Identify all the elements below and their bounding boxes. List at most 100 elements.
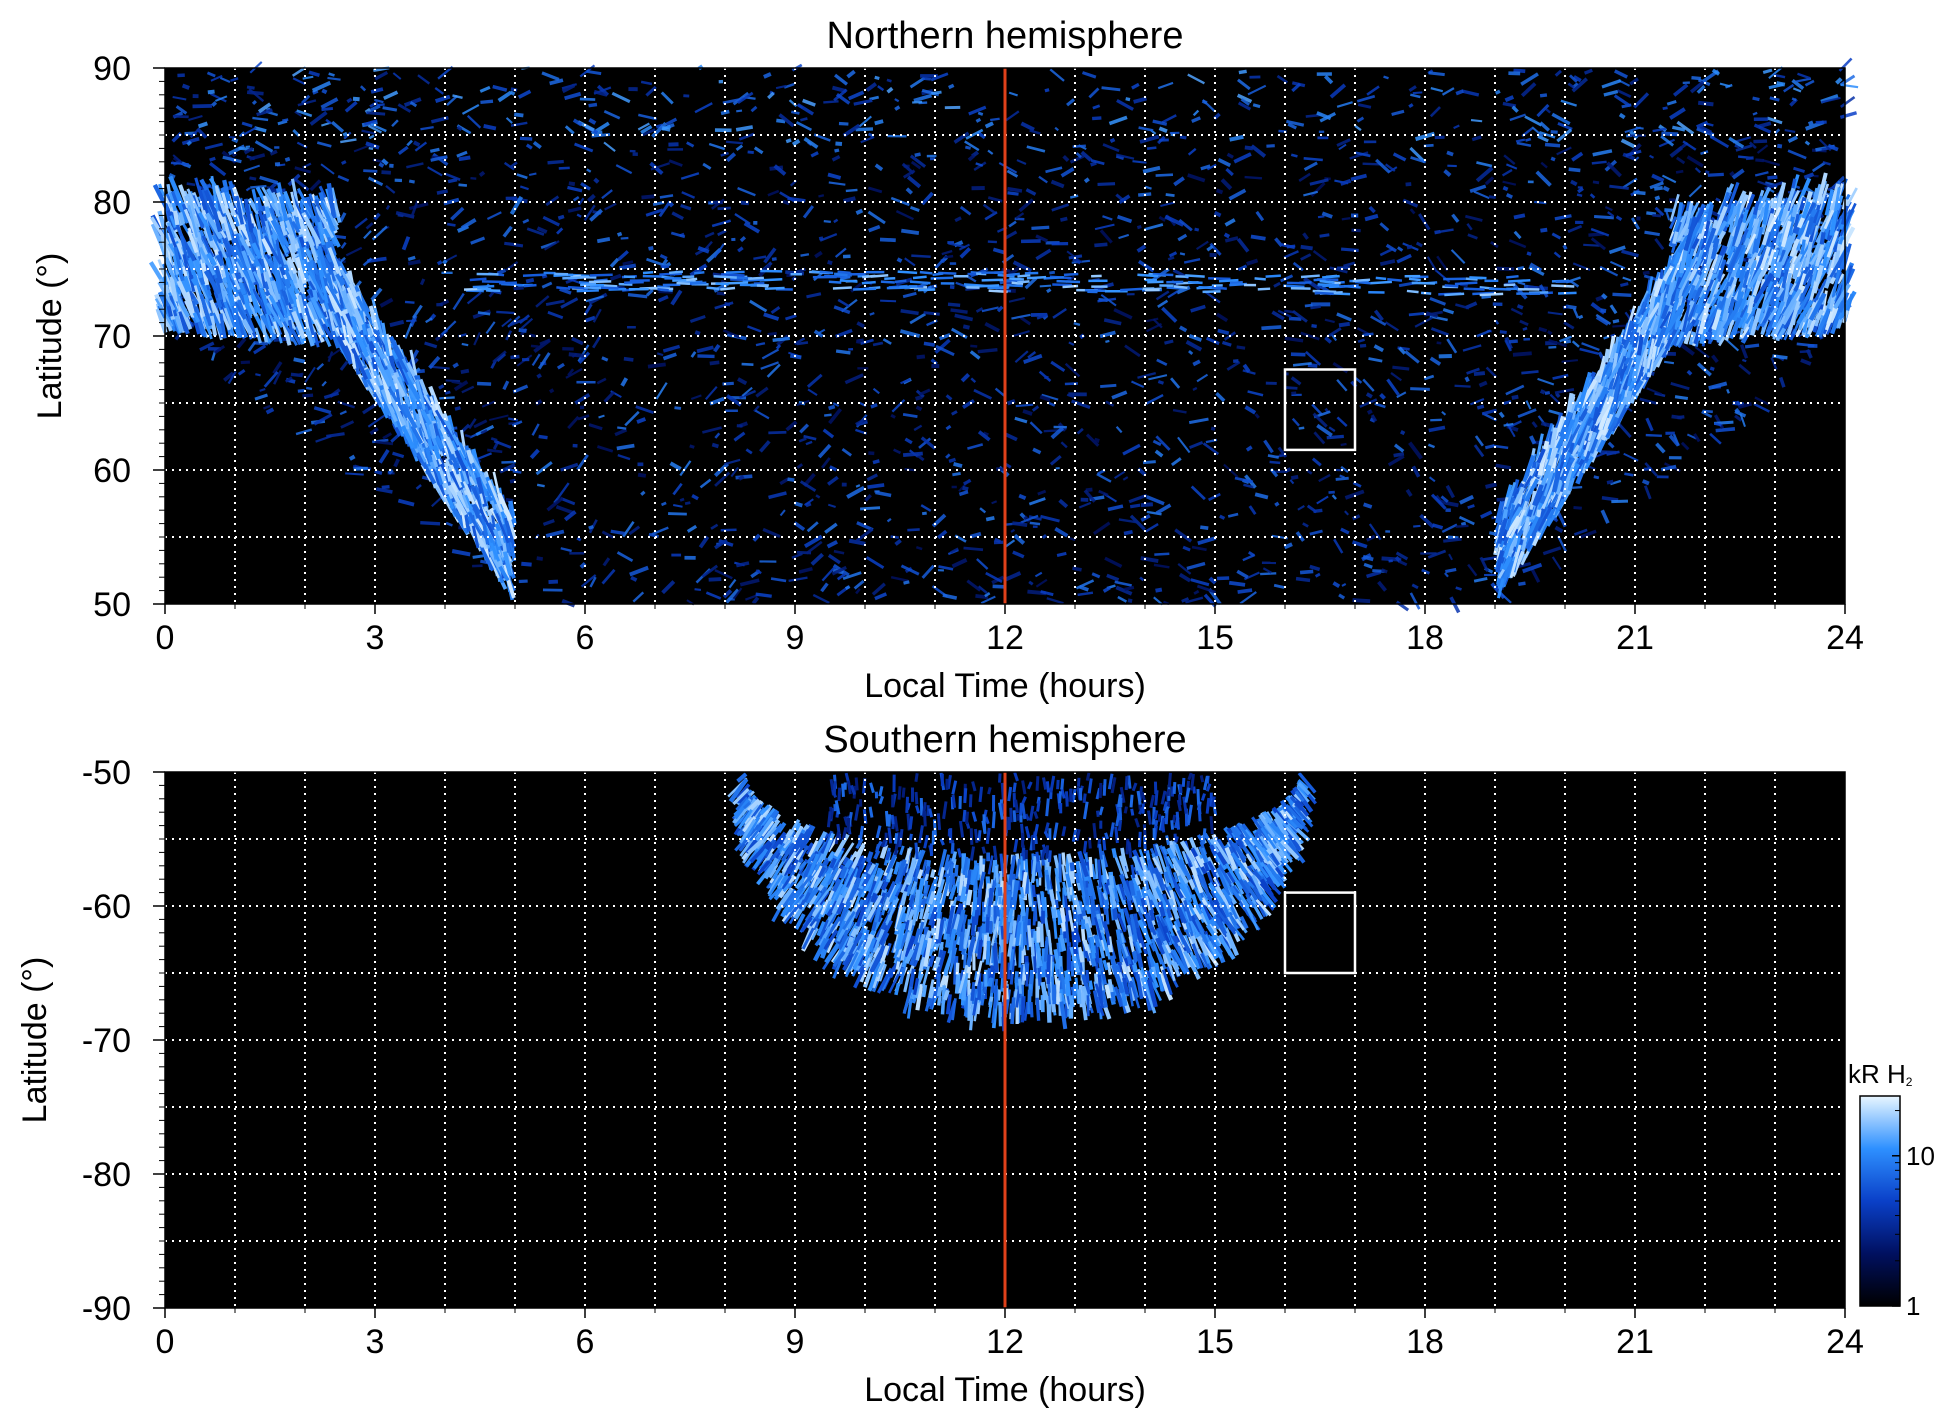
emission-streak: [305, 386, 313, 391]
emission-streak: [1379, 393, 1386, 400]
emission-streak: [529, 448, 540, 460]
emission-streak: [668, 201, 675, 208]
emission-streak: [572, 195, 580, 202]
emission-streak: [246, 85, 255, 90]
emission-streak: [962, 324, 970, 330]
emission-arc-streak: [917, 288, 936, 292]
emission-streak: [496, 353, 507, 363]
emission-streak: [243, 146, 254, 155]
emission-streak: [815, 494, 821, 499]
emission-streak: [1038, 175, 1048, 184]
emission-streak: [768, 491, 787, 500]
emission-arc-streak: [1420, 291, 1432, 295]
emission-streak: [1363, 502, 1373, 509]
emission-streak: [1155, 503, 1172, 515]
emission-arc-streak: [1352, 278, 1371, 283]
emission-streak: [556, 227, 564, 235]
emission-streak: [1012, 330, 1030, 338]
emission-streak: [1660, 135, 1675, 147]
emission-streak: [1148, 374, 1168, 381]
emission-streak: [1292, 261, 1304, 272]
emission-streak: [844, 373, 864, 385]
emission-streak: [1144, 223, 1164, 231]
emission-streak: [502, 380, 510, 391]
emission-streak: [611, 91, 631, 104]
emission-streak: [1756, 144, 1769, 154]
emission-streak: [1295, 576, 1311, 583]
emission-streak: [561, 83, 576, 94]
emission-arc-streak: [730, 278, 745, 282]
emission-streak: [1592, 180, 1600, 185]
emission-streak: [1645, 417, 1654, 432]
emission-streak: [1146, 510, 1162, 516]
emission-streak: [374, 469, 383, 475]
emission-streak: [1551, 232, 1562, 240]
emission-arc-streak: [912, 275, 927, 280]
emission-streak: [1537, 377, 1555, 386]
emission-streak: [478, 170, 486, 177]
emission-streak: [1387, 454, 1405, 467]
emission-streak: [1007, 191, 1019, 196]
emission-streak: [1052, 307, 1067, 319]
emission-streak: [909, 312, 927, 325]
emission-streak: [1311, 324, 1317, 329]
emission-streak: [1083, 489, 1096, 503]
emission-streak: [1473, 371, 1486, 377]
emission-arc-streak: [1166, 286, 1185, 291]
emission-streak: [1571, 485, 1583, 489]
emission-streak: [1430, 87, 1444, 93]
emission-streak: [1035, 578, 1048, 588]
emission-streak: [1105, 339, 1110, 343]
emission-streak: [1324, 336, 1333, 344]
emission-streak: [1567, 82, 1575, 89]
emission-streak: [775, 84, 787, 90]
emission-streak: [720, 151, 729, 157]
emission-streak: [362, 401, 380, 415]
emission-streak: [541, 274, 548, 279]
emission-streak: [1274, 501, 1280, 507]
emission-streak: [1474, 435, 1484, 447]
emission-arc-streak: [1444, 292, 1465, 297]
emission-streak: [1704, 170, 1710, 175]
emission-streak: [680, 203, 692, 211]
emission-streak: [805, 540, 823, 555]
emission-streak: [1300, 253, 1312, 261]
emission-streak: [977, 348, 998, 354]
emission-arc-streak: [642, 270, 654, 275]
emission-streak: [1748, 141, 1757, 150]
emission-streak: [1316, 111, 1332, 121]
emission-streak: [209, 156, 216, 162]
emission-streak: [604, 202, 617, 211]
emission-streak: [1019, 316, 1032, 326]
emission-streak: [1085, 433, 1100, 447]
emission-arc-streak: [676, 281, 691, 286]
emission-streak: [1012, 260, 1033, 273]
emission-streak: [725, 152, 737, 163]
emission-streak: [381, 485, 390, 490]
emission-arc-streak: [1006, 272, 1020, 277]
emission-streak: [444, 254, 458, 263]
emission-arc-streak: [1120, 287, 1143, 292]
emission-streak: [545, 195, 560, 207]
emission-streak: [556, 482, 570, 500]
emission-streak: [831, 154, 841, 162]
emission-streak: [429, 147, 440, 153]
emission-streak: [1622, 276, 1632, 282]
emission-streak: [1200, 164, 1211, 171]
emission-streak: [1357, 103, 1372, 109]
emission-streak: [1236, 237, 1250, 253]
emission-streak: [1613, 94, 1631, 108]
emission-streak: [665, 117, 678, 126]
emission-arc-streak: [1017, 280, 1030, 284]
emission-streak: [252, 116, 269, 122]
emission-streak: [601, 568, 616, 585]
emission-streak: [1154, 552, 1170, 556]
emission-streak: [1466, 223, 1473, 231]
emission-streak: [1579, 347, 1599, 355]
emission-streak: [1217, 328, 1230, 336]
emission-streak: [1331, 494, 1337, 500]
emission-streak: [1675, 169, 1684, 174]
emission-streak: [1642, 270, 1650, 275]
emission-arc-streak: [819, 270, 834, 275]
emission-streak: [1633, 92, 1650, 109]
